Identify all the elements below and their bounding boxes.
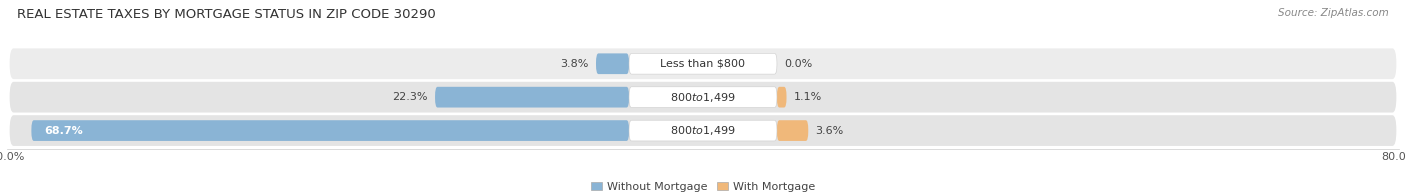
Text: 22.3%: 22.3% (392, 92, 427, 102)
Text: 68.7%: 68.7% (45, 126, 83, 136)
FancyBboxPatch shape (778, 87, 786, 108)
FancyBboxPatch shape (778, 120, 808, 141)
Text: 1.1%: 1.1% (793, 92, 821, 102)
FancyBboxPatch shape (31, 120, 628, 141)
FancyBboxPatch shape (628, 53, 778, 74)
FancyBboxPatch shape (628, 87, 778, 108)
Text: 0.0%: 0.0% (785, 59, 813, 69)
FancyBboxPatch shape (596, 53, 628, 74)
FancyBboxPatch shape (10, 48, 1396, 79)
FancyBboxPatch shape (434, 87, 628, 108)
Text: 3.8%: 3.8% (561, 59, 589, 69)
Text: 3.6%: 3.6% (815, 126, 844, 136)
Text: REAL ESTATE TAXES BY MORTGAGE STATUS IN ZIP CODE 30290: REAL ESTATE TAXES BY MORTGAGE STATUS IN … (17, 8, 436, 21)
Text: $800 to $1,499: $800 to $1,499 (671, 91, 735, 104)
FancyBboxPatch shape (10, 82, 1396, 113)
Legend: Without Mortgage, With Mortgage: Without Mortgage, With Mortgage (586, 178, 820, 196)
Text: Less than $800: Less than $800 (661, 59, 745, 69)
Text: $800 to $1,499: $800 to $1,499 (671, 124, 735, 137)
FancyBboxPatch shape (628, 120, 778, 141)
FancyBboxPatch shape (10, 115, 1396, 146)
Text: Source: ZipAtlas.com: Source: ZipAtlas.com (1278, 8, 1389, 18)
